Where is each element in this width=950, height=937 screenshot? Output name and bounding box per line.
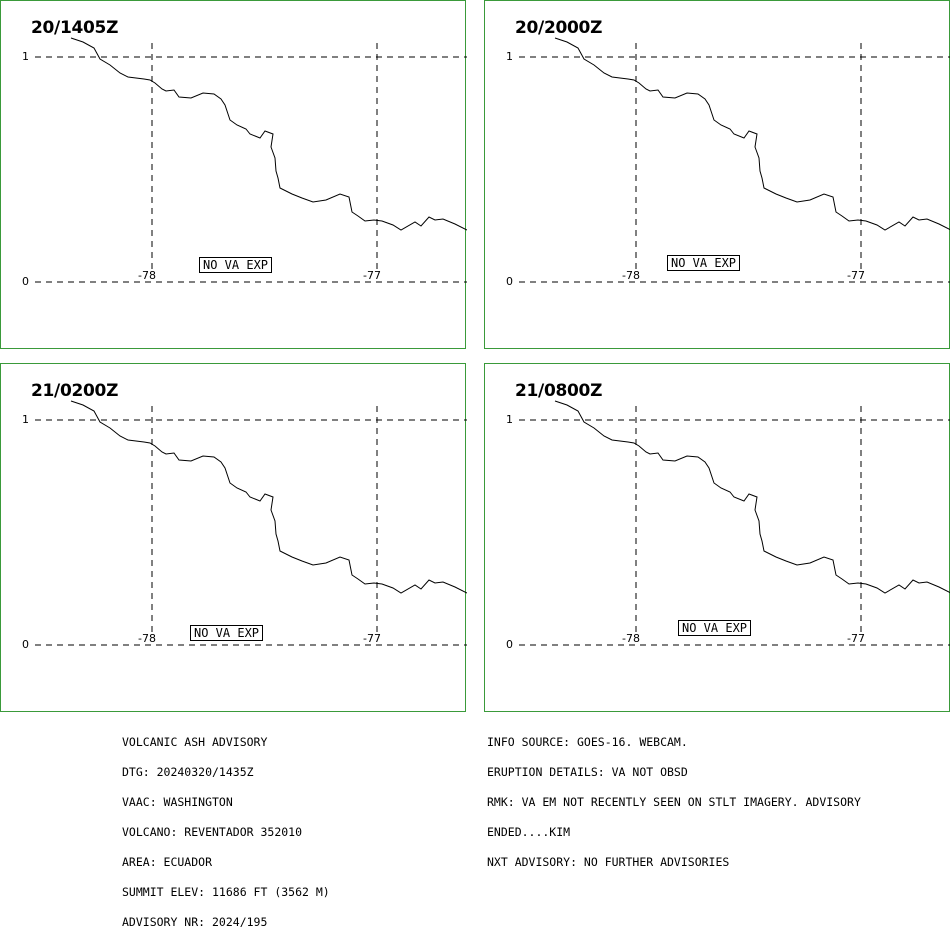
- map-panel-3: 21/0200Z 1 0 -78 -77 NO VA EXP: [0, 363, 467, 712]
- time-label: 21/0200Z: [31, 381, 119, 401]
- lon-label-right: -77: [363, 269, 381, 282]
- lon-label-left: -78: [138, 269, 156, 282]
- advisory-next: NXT ADVISORY: NO FURTHER ADVISORIES: [487, 855, 730, 869]
- time-label: 21/0800Z: [515, 381, 603, 401]
- no-va-exp-badge: NO VA EXP: [199, 257, 273, 273]
- advisory-title: VOLCANIC ASH ADVISORY: [122, 735, 268, 749]
- lat-label-top: 1: [506, 413, 513, 426]
- lon-label-right: -77: [847, 632, 865, 645]
- advisory-summit-elev: SUMMIT ELEV: 11686 FT (3562 M): [122, 885, 330, 899]
- lon-label-right: -77: [847, 269, 865, 282]
- map-graphics: [35, 400, 467, 646]
- time-label: 20/2000Z: [515, 18, 603, 38]
- lat-label-top: 1: [22, 50, 29, 63]
- map-graphics: [35, 37, 467, 283]
- advisory-volcano: VOLCANO: REVENTADOR 352010: [122, 825, 303, 839]
- no-va-exp-badge: NO VA EXP: [678, 620, 752, 636]
- advisory-remark: RMK: VA EM NOT RECENTLY SEEN ON STLT IMA…: [487, 795, 861, 809]
- advisory-remark-cont: ENDED....KIM: [487, 825, 571, 839]
- advisory-number: ADVISORY NR: 2024/195: [122, 915, 268, 929]
- advisory-area: AREA: ECUADOR: [122, 855, 213, 869]
- lon-label-right: -77: [363, 632, 381, 645]
- lat-label-top: 1: [22, 413, 29, 426]
- advisory-info-source: INFO SOURCE: GOES-16. WEBCAM.: [487, 735, 688, 749]
- lon-label-left: -78: [622, 269, 640, 282]
- advisory-eruption-details: ERUPTION DETAILS: VA NOT OBSD: [487, 765, 688, 779]
- map-panel-4: 21/0800Z 1 0 -78 -77 NO VA EXP: [484, 363, 950, 712]
- no-va-exp-badge: NO VA EXP: [667, 255, 741, 271]
- lat-label-bottom: 0: [506, 638, 513, 651]
- coastline: [70, 37, 467, 231]
- lat-label-bottom: 0: [506, 275, 513, 288]
- lat-label-top: 1: [506, 50, 513, 63]
- lon-label-left: -78: [622, 632, 640, 645]
- lat-label-bottom: 0: [22, 638, 29, 651]
- map-panel-1: 20/1405Z 1 0 -78 -77 NO VA EXP: [0, 0, 467, 349]
- advisory-text-left: VOLCANIC ASH ADVISORY DTG: 20240320/1435…: [122, 717, 330, 937]
- time-label: 20/1405Z: [31, 18, 119, 38]
- lon-label-left: -78: [138, 632, 156, 645]
- map-graphics: [519, 37, 950, 283]
- advisory-text-right: INFO SOURCE: GOES-16. WEBCAM. ERUPTION D…: [487, 717, 861, 877]
- advisory-dtg: DTG: 20240320/1435Z: [122, 765, 254, 779]
- no-va-exp-badge: NO VA EXP: [190, 625, 264, 641]
- coastline: [70, 400, 467, 594]
- map-panel-2: 20/2000Z 1 0 -78 -77 NO VA EXP: [484, 0, 950, 349]
- advisory-vaac: VAAC: WASHINGTON: [122, 795, 233, 809]
- coastline: [554, 400, 950, 594]
- coastline: [554, 37, 950, 231]
- map-graphics: [519, 400, 950, 646]
- lat-label-bottom: 0: [22, 275, 29, 288]
